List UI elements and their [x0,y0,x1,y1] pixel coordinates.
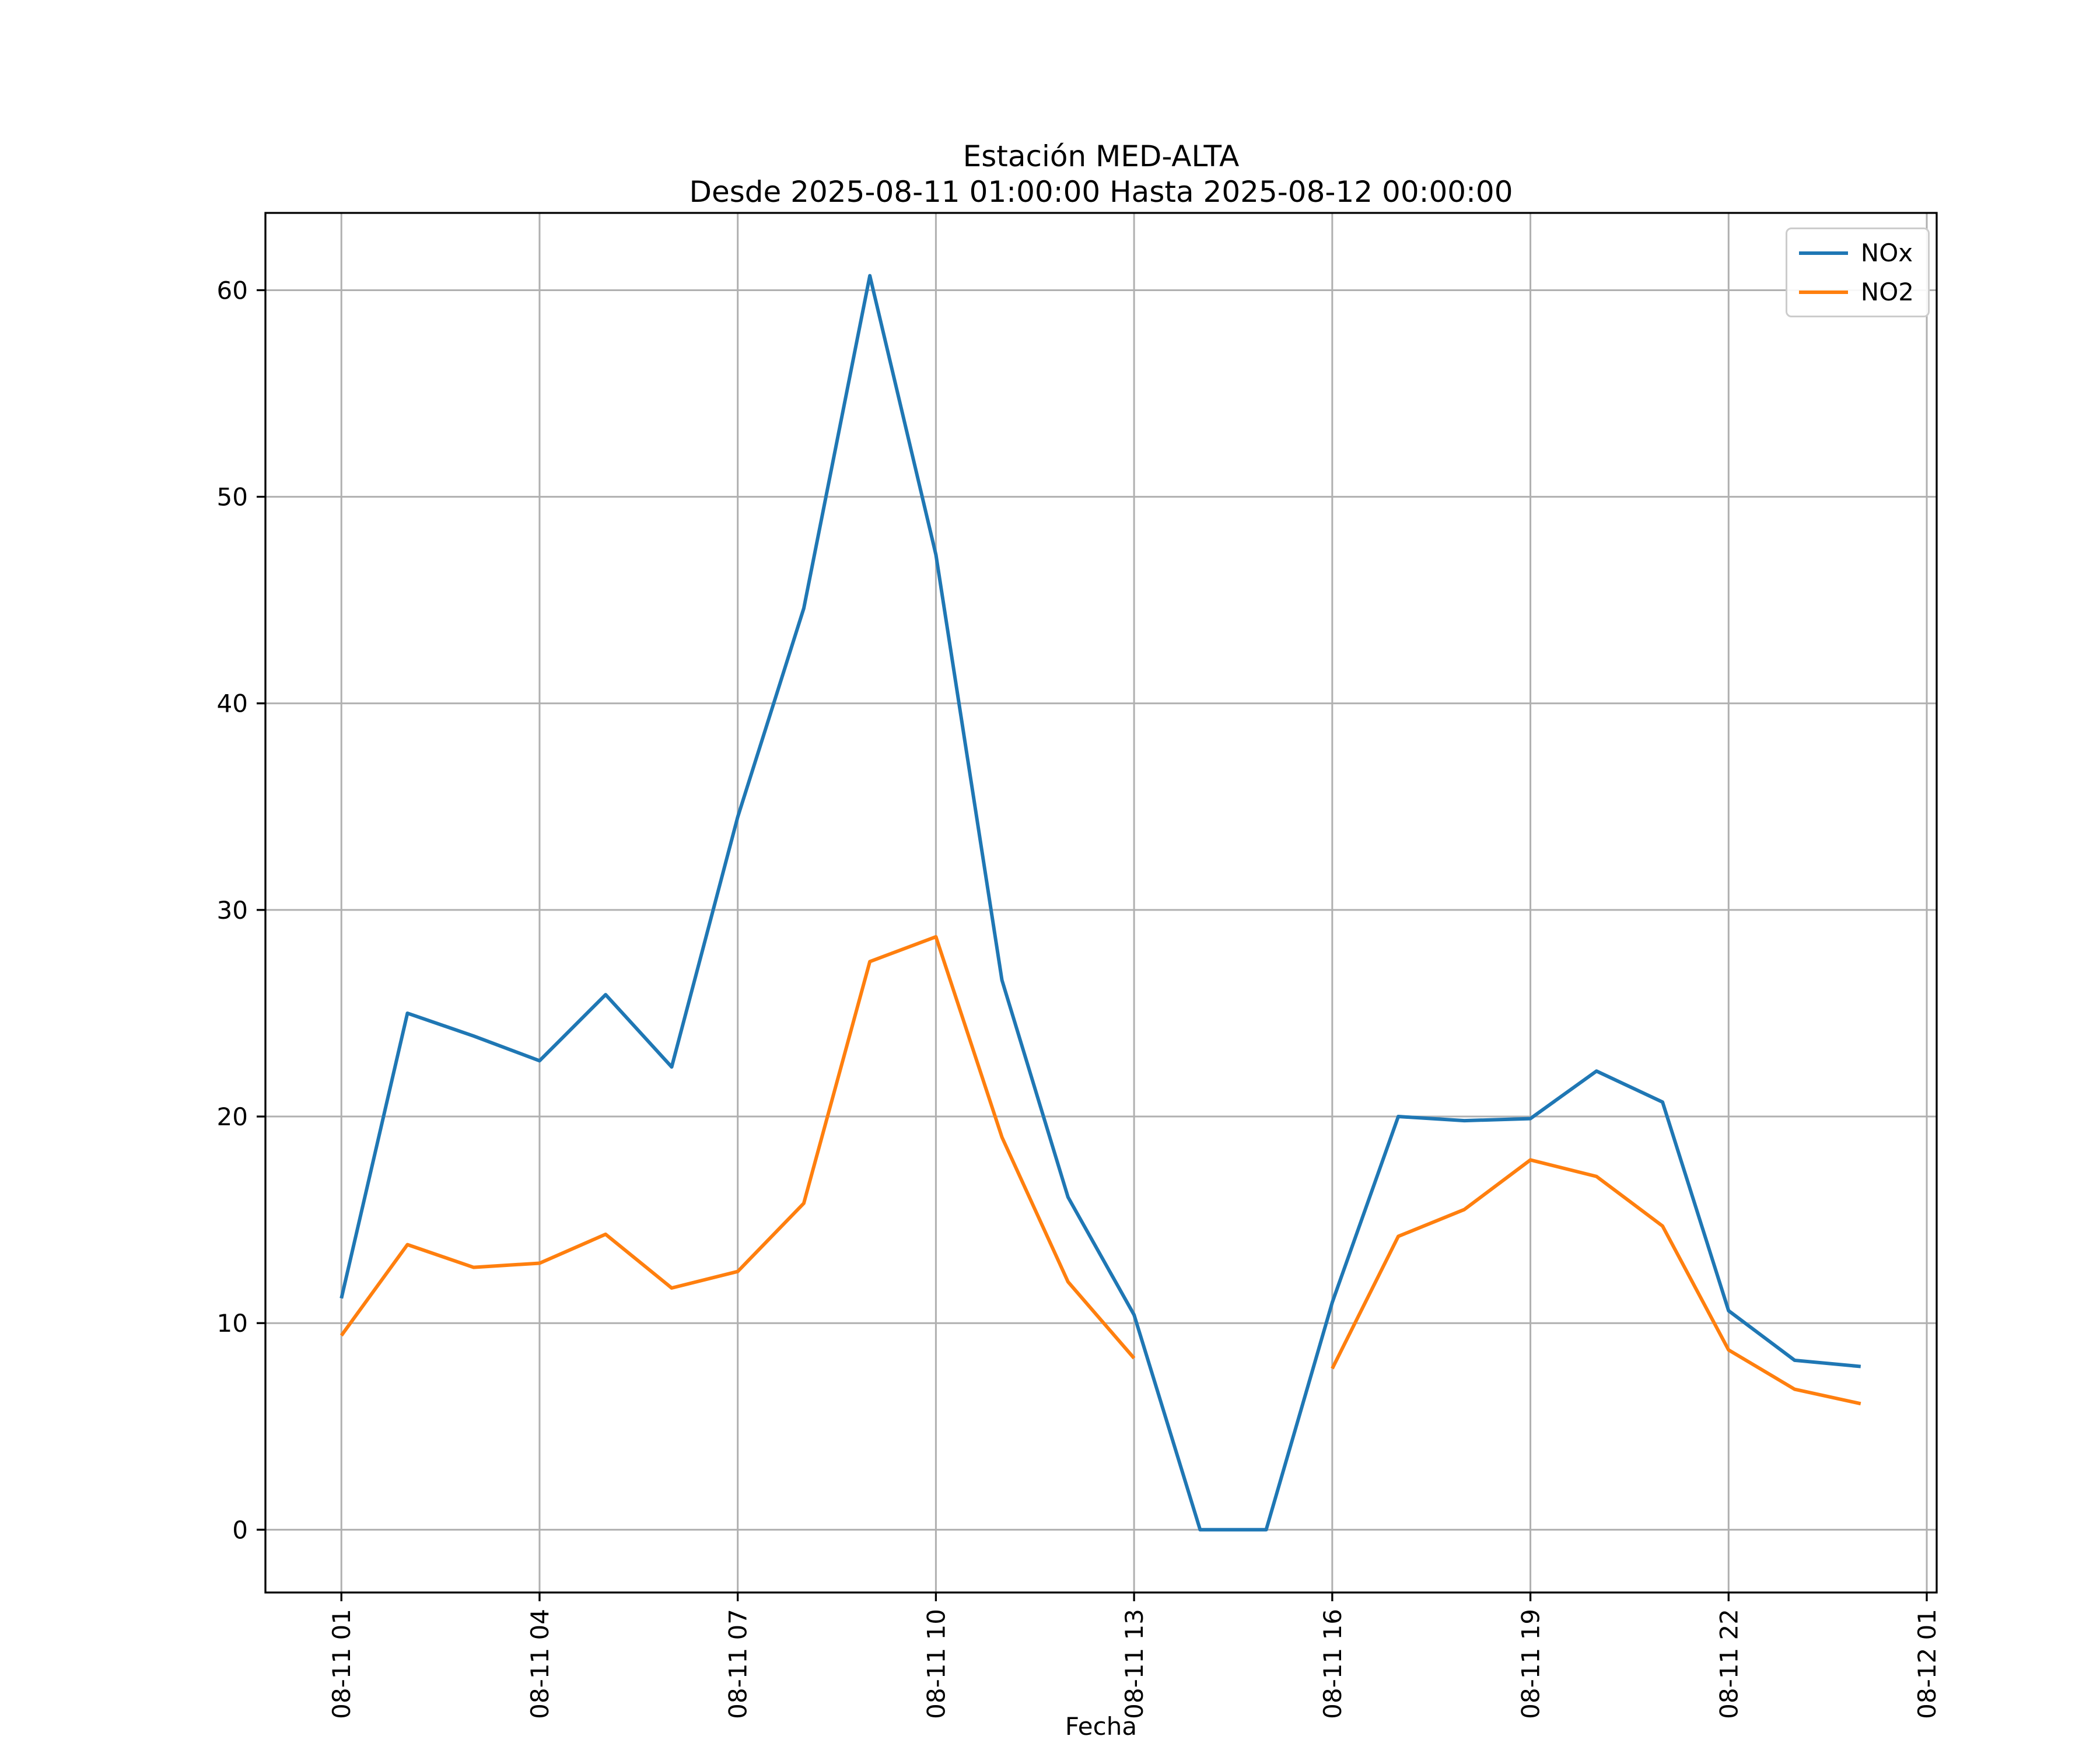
legend-label-no2: NO2 [1860,278,1914,306]
y-tick-label: 30 [217,896,248,925]
x-tick-label: 08-11 13 [1120,1609,1149,1719]
x-tick-label: 08-11 04 [526,1609,554,1719]
legend: NOx NO2 [1785,228,1930,317]
chart-title: Estación MED-ALTA [963,139,1240,173]
chart-subtitle: Desde 2025-08-11 01:00:00 Hasta 2025-08-… [689,175,1513,209]
legend-label-nox: NOx [1860,239,1913,267]
chart-title-block: Estación MED-ALTA Desde 2025-08-11 01:00… [265,139,1937,210]
x-tick-label: 08-11 22 [1714,1609,1743,1719]
plot-border [264,212,1938,1594]
x-axis-label: Fecha [1065,1712,1138,1741]
y-tick-label: 10 [217,1309,248,1338]
y-tick-label: 40 [217,690,248,718]
legend-item-no2: NO2 [1798,278,1914,306]
x-tick-label: 08-12 01 [1913,1609,1941,1719]
x-tick-label: 08-11 19 [1517,1609,1545,1719]
y-tick-label: 20 [217,1102,248,1131]
no2-line [340,935,1136,1360]
nox-line [340,274,1861,1532]
x-tick-label: 08-11 16 [1318,1609,1347,1719]
legend-item-nox: NOx [1798,239,1914,267]
x-tick-label: 08-11 01 [327,1609,356,1719]
x-tick-label: 08-11 10 [922,1609,950,1719]
no2-line-swatch [1798,290,1848,294]
no2-line [1331,1158,1861,1406]
y-tick-label: 60 [217,276,248,304]
nox-line-swatch [1798,251,1848,255]
x-tick-label: 08-11 07 [724,1609,752,1719]
y-tick-label: 0 [232,1516,248,1544]
y-tick-label: 50 [217,483,248,512]
